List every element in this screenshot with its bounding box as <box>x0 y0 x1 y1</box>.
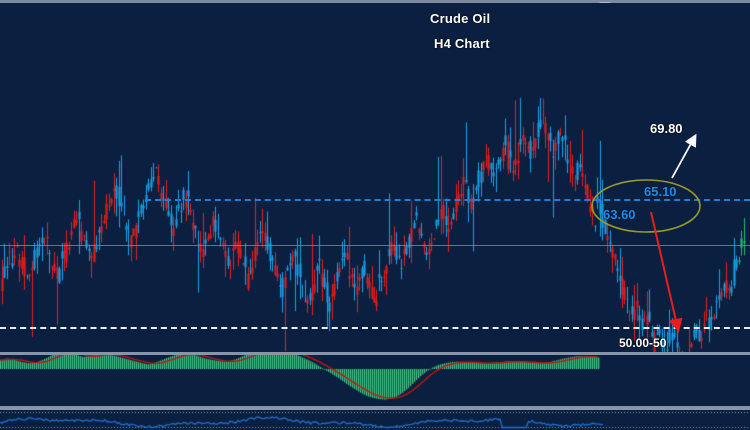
level-line-blue-dashed <box>145 199 750 201</box>
page-subtitle: H4 Chart <box>434 36 490 51</box>
level-line-white-dashed <box>0 327 750 329</box>
level-line-grey-solid <box>0 245 750 246</box>
macd-pane[interactable] <box>0 355 750 406</box>
oscillator-line <box>0 410 750 430</box>
candlestick-series <box>0 3 750 352</box>
label-target-down: 50.00-50 <box>619 336 667 350</box>
label-resistance: 65.10 <box>644 184 677 199</box>
price-pane[interactable] <box>0 3 750 352</box>
pane-separator-1 <box>0 352 750 355</box>
pane-separator-2 <box>0 406 750 410</box>
oscillator-pane[interactable] <box>0 410 750 430</box>
label-target-up: 69.80 <box>650 121 683 136</box>
chart-top-border <box>0 0 750 3</box>
label-support: 63.60 <box>603 207 636 222</box>
macd-histogram <box>0 355 750 406</box>
page-title: Crude Oil <box>430 11 491 26</box>
